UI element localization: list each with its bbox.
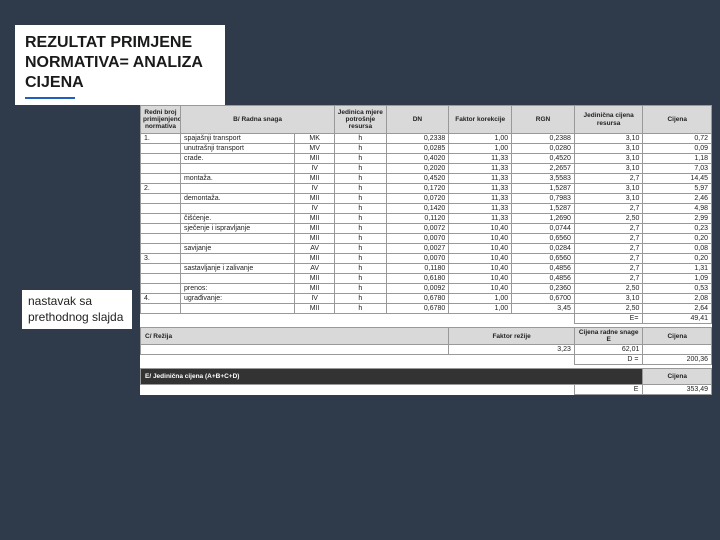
table-row: crade.MIIh0,402011,330,45203,101,18 [141, 154, 712, 164]
table-row: čišćenje.MIIh0,112011,331,26902,502,99 [141, 214, 712, 224]
table-row: MIIh0,618010,400,48562,71,09 [141, 274, 712, 284]
c-crs: Cijena radne snage E [574, 328, 643, 345]
table-row: 2.IVh0,172011,331,52873,105,97 [141, 184, 712, 194]
title-block: REZULTAT PRIMJENE NORMATIVA= ANALIZA CIJ… [15, 25, 225, 105]
table-body: 1.spajašnji transportMKh0,23381,000,2388… [141, 134, 712, 314]
table-row: 3.MIIh0,007010,400,65602,70,20 [141, 254, 712, 264]
e-cij: Cijena [643, 369, 712, 385]
section-c-values: 3,23 62,01 [141, 345, 712, 355]
total-d-label: D = [574, 355, 643, 365]
total-b-row: E= 49,41 [141, 314, 712, 324]
table-row: IVh0,142011,331,52872,74,98 [141, 204, 712, 214]
total-e-value: 353,49 [643, 385, 712, 395]
table-row: demontaža.MIIh0,072011,330,79833,102,46 [141, 194, 712, 204]
total-d-value: 200,36 [643, 355, 712, 365]
total-d-row: D = 200,36 [141, 355, 712, 365]
analysis-table: Redni broj primijenjenog normativa B/ Ra… [140, 105, 712, 395]
table-row: MIIh0,67801,003,452,502,64 [141, 304, 712, 314]
col-unit: Jedinica mjere potrošnje resursa [335, 106, 386, 134]
col-fk: Faktor korekcije [449, 106, 512, 134]
total-b-value: 49,41 [643, 314, 712, 324]
table-row: MIIh0,007010,400,65602,70,20 [141, 234, 712, 244]
table-row: IVh0,202011,332,26573,107,03 [141, 164, 712, 174]
col-cij: Cijena [643, 106, 712, 134]
total-e-label: E [574, 385, 643, 395]
table-row: unutrašnji transportMVh0,02851,000,02803… [141, 144, 712, 154]
e-title: E/ Jedinična cijena (A+B+C+D) [141, 369, 643, 385]
table-row: prenos:MIIh0,009210,400,23602,500,53 [141, 284, 712, 294]
c-v1: 3,23 [449, 345, 575, 355]
table-row: montaža.MIIh0,452011,333,55832,714,45 [141, 174, 712, 184]
table-row: sastavljanje i zalivanjeAVh0,118010,400,… [141, 264, 712, 274]
table-header: Redni broj primijenjenog normativa B/ Ra… [141, 106, 712, 134]
page-title: REZULTAT PRIMJENE NORMATIVA= ANALIZA CIJ… [25, 33, 215, 93]
col-idx: Redni broj primijenjenog normativa [141, 106, 181, 134]
c-cij: Cijena [643, 328, 712, 345]
c-v2: 62,01 [574, 345, 643, 355]
col-dn: DN [386, 106, 449, 134]
c-fr: Faktor režije [449, 328, 575, 345]
total-b-label: E= [574, 314, 643, 324]
table-row: sječenje i ispravljanjeMIIh0,007210,400,… [141, 224, 712, 234]
side-note: nastavak sa prethodnog slajda [22, 290, 132, 329]
total-e-row: E 353,49 [141, 385, 712, 395]
col-rgn: RGN [512, 106, 575, 134]
section-c-header: C/ Režija Faktor režije Cijena radne sna… [141, 328, 712, 345]
col-juc: Jedinična cijena resursa [574, 106, 643, 134]
section-e-header: E/ Jedinična cijena (A+B+C+D) Cijena [141, 369, 712, 385]
col-desc: B/ Radna snaga [180, 106, 334, 134]
c-title: C/ Režija [141, 328, 449, 345]
table-row: savijanjeAVh0,002710,400,02842,70,08 [141, 244, 712, 254]
table-row: 4.ugrađivanje:IVh0,67801,000,67003,102,0… [141, 294, 712, 304]
title-underline [25, 97, 75, 99]
table-row: 1.spajašnji transportMKh0,23381,000,2388… [141, 134, 712, 144]
